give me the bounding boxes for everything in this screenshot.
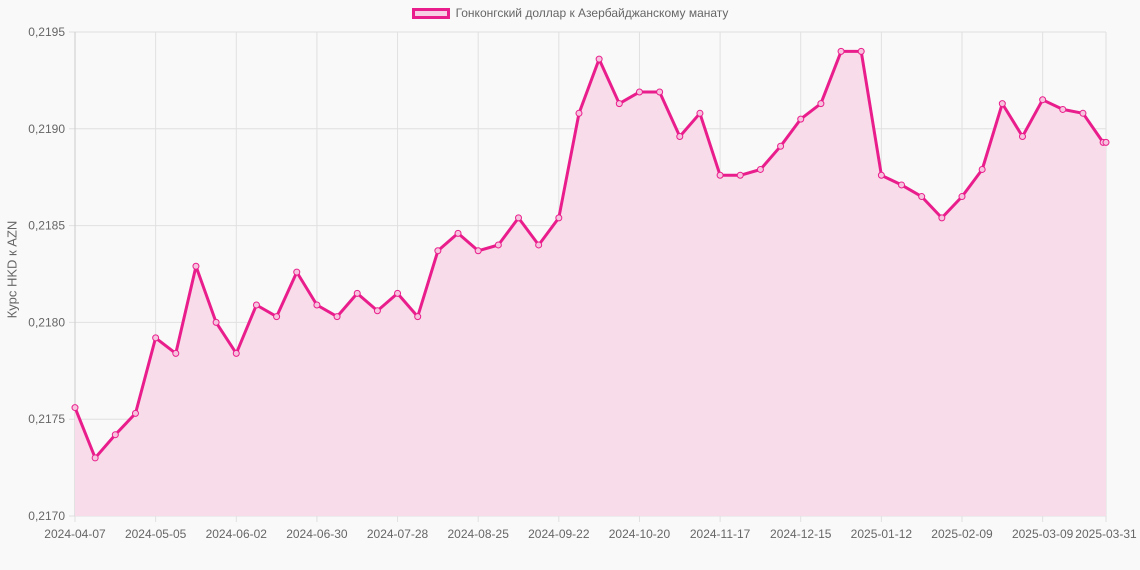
y-tick-label: 0,2190: [28, 122, 65, 136]
data-point[interactable]: [474, 247, 482, 255]
data-point[interactable]: [595, 55, 603, 63]
data-point[interactable]: [454, 229, 462, 237]
x-tick-label: 2025-03-31: [1075, 527, 1137, 541]
data-point[interactable]: [756, 165, 764, 173]
y-tick-label: 0,2170: [28, 509, 65, 523]
data-point[interactable]: [938, 214, 946, 222]
x-tick-label: 2024-08-25: [447, 527, 509, 541]
data-point[interactable]: [252, 301, 260, 309]
data-point[interactable]: [958, 193, 966, 201]
data-point[interactable]: [131, 409, 139, 417]
data-point[interactable]: [716, 171, 724, 179]
x-tick-label: 2024-05-05: [125, 527, 187, 541]
data-point[interactable]: [414, 313, 422, 321]
x-tick-label: 2024-12-15: [770, 527, 832, 541]
data-point[interactable]: [111, 431, 119, 439]
data-point[interactable]: [676, 133, 684, 141]
y-tick-label: 0,2185: [28, 219, 65, 233]
data-point[interactable]: [152, 334, 160, 342]
data-point[interactable]: [998, 100, 1006, 108]
x-tick-label: 2024-09-22: [528, 527, 590, 541]
data-point[interactable]: [333, 313, 341, 321]
data-point[interactable]: [212, 318, 220, 326]
data-point[interactable]: [736, 171, 744, 179]
data-point[interactable]: [777, 142, 785, 150]
data-point[interactable]: [394, 289, 402, 297]
data-point[interactable]: [877, 171, 885, 179]
chart-legend[interactable]: Гонконгский доллар к Азербайджанскому ма…: [0, 6, 1140, 20]
x-axis-ticks: 2024-04-07 2024-05-05 2024-06-02 2024-06-30…: [44, 527, 1137, 541]
data-point[interactable]: [1039, 96, 1047, 104]
data-point[interactable]: [373, 307, 381, 315]
data-point[interactable]: [172, 349, 180, 357]
data-point[interactable]: [71, 404, 79, 412]
data-point[interactable]: [1079, 109, 1087, 117]
x-tick-label: 2024-06-30: [286, 527, 348, 541]
area-fill: [75, 51, 1106, 517]
data-point[interactable]: [797, 115, 805, 123]
y-tick-label: 0,2180: [28, 315, 65, 329]
x-tick-label: 2024-07-28: [367, 527, 429, 541]
y-tick-label: 0,2195: [28, 25, 65, 39]
data-point[interactable]: [91, 454, 99, 462]
data-point[interactable]: [656, 88, 664, 96]
x-tick-label: 2025-03-09: [1012, 527, 1074, 541]
data-point[interactable]: [353, 289, 361, 297]
data-point[interactable]: [232, 349, 240, 357]
data-point[interactable]: [535, 241, 543, 249]
x-tick-label: 2025-01-12: [851, 527, 913, 541]
data-point[interactable]: [555, 214, 563, 222]
data-point[interactable]: [978, 165, 986, 173]
x-tick-label: 2024-11-17: [690, 527, 751, 541]
data-point[interactable]: [515, 214, 523, 222]
data-point[interactable]: [635, 88, 643, 96]
data-point[interactable]: [313, 301, 321, 309]
x-tick-label: 2024-06-02: [206, 527, 268, 541]
data-point[interactable]: [837, 47, 845, 55]
x-tick-label: 2024-04-07: [44, 527, 106, 541]
data-points: [71, 47, 1110, 462]
y-axis-ticks: 0,2170 0,2175 0,2180 0,2185 0,2190 0,2195: [28, 25, 65, 523]
data-point[interactable]: [192, 262, 200, 270]
data-point[interactable]: [434, 247, 442, 255]
data-point[interactable]: [575, 109, 583, 117]
data-point[interactable]: [857, 47, 865, 55]
data-point[interactable]: [1102, 138, 1110, 146]
legend-label: Гонконгский доллар к Азербайджанскому ма…: [455, 6, 729, 20]
data-point[interactable]: [615, 100, 623, 108]
data-point[interactable]: [696, 109, 704, 117]
y-tick-label: 0,2175: [28, 412, 65, 426]
data-point[interactable]: [898, 181, 906, 189]
data-point[interactable]: [273, 313, 281, 321]
data-point[interactable]: [817, 100, 825, 108]
data-point[interactable]: [494, 241, 502, 249]
data-point[interactable]: [918, 193, 926, 201]
x-tick-label: 2025-02-09: [931, 527, 993, 541]
data-point[interactable]: [1018, 133, 1026, 141]
data-point[interactable]: [1059, 105, 1067, 113]
legend-swatch: [411, 7, 450, 19]
data-point[interactable]: [293, 268, 301, 276]
x-tick-label: 2024-10-20: [609, 527, 671, 541]
